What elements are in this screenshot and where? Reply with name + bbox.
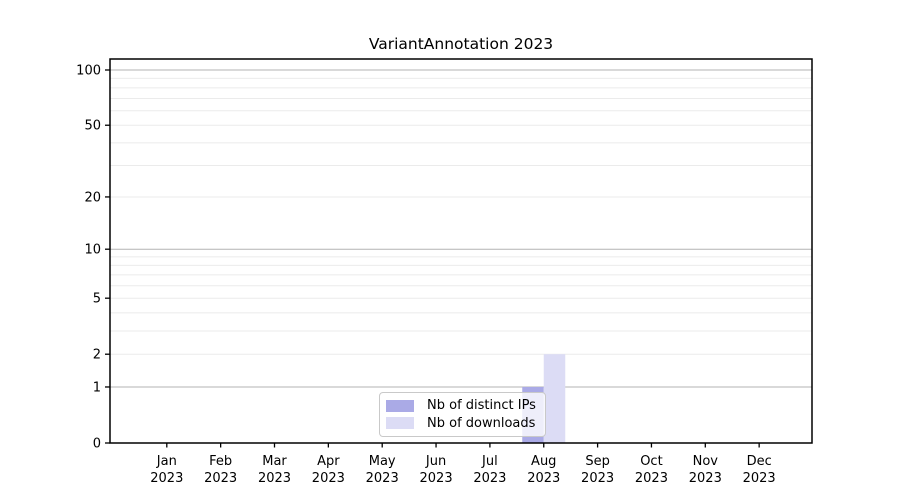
x-tick-label: Feb bbox=[209, 454, 232, 469]
x-tick-label-year: 2023 bbox=[689, 471, 722, 486]
x-tick-label-year: 2023 bbox=[743, 471, 776, 486]
x-tick-label: Oct bbox=[640, 454, 662, 469]
chart-title: VariantAnnotation 2023 bbox=[368, 35, 554, 53]
plot-frame bbox=[109, 58, 813, 444]
legend-row: Nb of distinct IPs bbox=[386, 398, 537, 414]
y-tick-label: 50 bbox=[84, 119, 101, 134]
x-tick-label: Nov bbox=[693, 454, 719, 469]
y-tick-label: 10 bbox=[84, 243, 101, 258]
x-tick-label-year: 2023 bbox=[366, 471, 399, 486]
x-tick-label: Aug bbox=[531, 454, 556, 469]
x-tick-label-year: 2023 bbox=[473, 471, 506, 486]
legend-swatch-downloads bbox=[386, 417, 414, 430]
x-tick-label: May bbox=[369, 454, 396, 469]
x-tick-label-year: 2023 bbox=[204, 471, 237, 486]
x-tick-label-year: 2023 bbox=[150, 471, 183, 486]
legend-label-distinct-ips: Nb of distinct IPs bbox=[427, 398, 536, 414]
x-tick-label: Mar bbox=[262, 454, 287, 469]
legend-label-downloads: Nb of downloads bbox=[427, 415, 536, 431]
x-tick-label: Jul bbox=[481, 454, 498, 469]
bar bbox=[543, 354, 566, 443]
x-tick-label: Dec bbox=[747, 454, 772, 469]
legend-row: Nb of downloads bbox=[386, 415, 537, 431]
x-tick-label: Apr bbox=[317, 454, 340, 469]
x-tick-label-year: 2023 bbox=[527, 471, 560, 486]
x-tick-label-year: 2023 bbox=[635, 471, 668, 486]
y-tick-label: 1 bbox=[93, 380, 101, 395]
x-tick-label-year: 2023 bbox=[258, 471, 291, 486]
x-tick-label-year: 2023 bbox=[581, 471, 614, 486]
x-tick-label-year: 2023 bbox=[312, 471, 345, 486]
x-tick-label-year: 2023 bbox=[420, 471, 453, 486]
x-tick-label: Jan bbox=[156, 454, 177, 469]
y-tick-label: 0 bbox=[93, 437, 101, 452]
y-tick-label: 20 bbox=[84, 190, 101, 205]
legend-swatch-distinct-ips bbox=[386, 399, 414, 412]
y-tick-label: 2 bbox=[93, 348, 101, 363]
y-tick-label: 5 bbox=[93, 292, 101, 307]
x-tick-label: Jun bbox=[425, 454, 446, 469]
legend: Nb of distinct IPs Nb of downloads bbox=[379, 392, 546, 437]
x-tick-label: Sep bbox=[585, 454, 610, 469]
y-tick-label: 100 bbox=[76, 64, 101, 79]
